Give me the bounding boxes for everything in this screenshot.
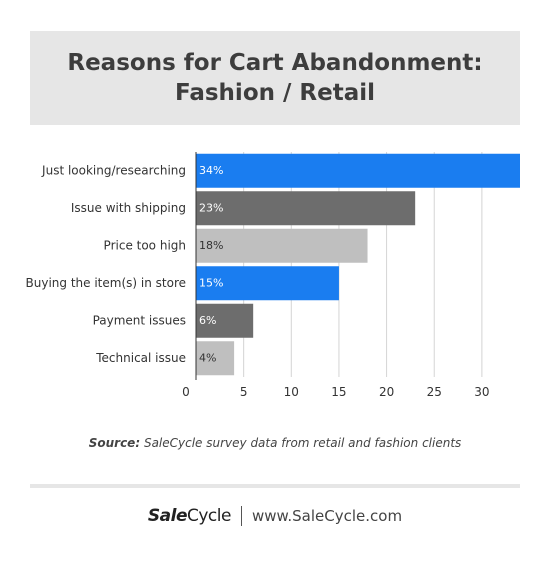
category-label-2: Price too high [104,238,186,252]
salecycle-logo: SaleCycle [147,506,232,526]
data-label-5: 4% [199,351,216,364]
category-label-0: Just looking/researching [41,163,186,177]
website-link[interactable]: www.SaleCycle.com [251,507,403,525]
footer-divider [30,484,520,488]
x-tick-label-5: 25 [427,385,442,399]
data-label-2: 18% [199,239,223,252]
x-tick-label-2: 10 [284,385,299,399]
data-label-1: 23% [199,201,223,214]
category-label-3: Buying the item(s) in store [26,276,186,290]
footer-separator [240,506,242,526]
bar-2 [196,228,368,263]
x-tick-label-4: 20 [379,385,394,399]
data-label-0: 34% [199,164,223,177]
source-note: Source: SaleCycle survey data from retai… [0,436,550,450]
source-label: Source: [88,436,141,450]
x-tick-label-3: 15 [331,385,346,399]
source-text: SaleCycle survey data from retail and fa… [143,436,462,450]
bar-3 [196,266,339,301]
category-label-5: Technical issue [95,351,186,365]
data-label-4: 6% [199,314,216,327]
chart-title-line-1: Reasons for Cart Abandonment: [67,50,483,76]
category-label-4: Payment issues [93,313,186,327]
chart-title-line-2: Fashion / Retail [174,80,375,106]
logo-text-rest: Cycle [187,506,231,526]
x-tick-label-1: 5 [240,385,248,399]
bar-5 [196,341,235,376]
category-label-1: Issue with shipping [71,201,186,215]
title-box: Reasons for Cart Abandonment: Fashion / … [30,31,520,125]
bar-0 [196,153,520,188]
x-tick-label-0: 0 [182,385,190,399]
bar-chart: Just looking/researching 34% Issue with sh… [26,152,520,399]
footer: SaleCycle www.SaleCycle.com [0,503,550,529]
logo-text-strong: Sale [147,506,188,526]
bar-1 [196,191,416,226]
data-label-3: 15% [199,276,223,289]
x-tick-label-6: 30 [474,385,489,399]
bar-4 [196,303,254,338]
